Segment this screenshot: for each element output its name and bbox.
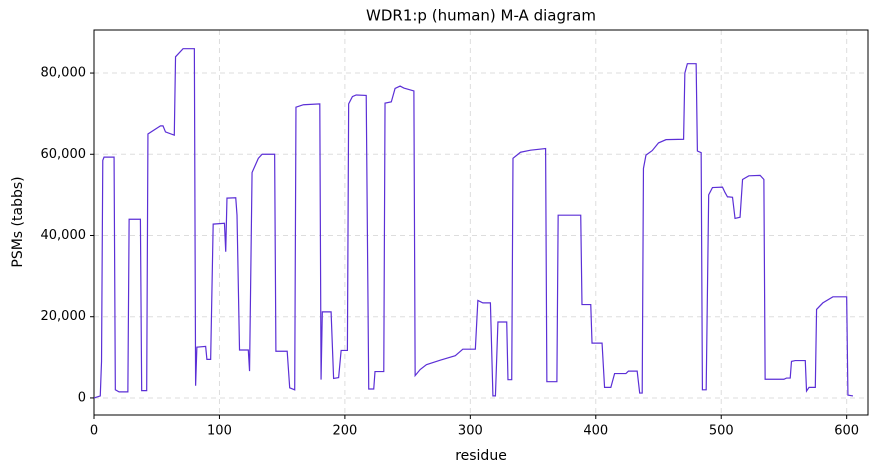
y-tick-label: 20,000 [41, 309, 87, 324]
x-axis-label: residue [455, 448, 507, 464]
x-tick-label: 0 [90, 424, 98, 439]
x-tick-label: 200 [332, 424, 357, 439]
y-tick-label: 0 [78, 390, 86, 405]
x-tick-label: 600 [834, 424, 859, 439]
y-tick-label: 80,000 [41, 66, 87, 81]
chart-title: WDR1:p (human) M-A diagram [366, 7, 596, 25]
series-line [93, 48, 854, 399]
x-tick-label: 100 [207, 424, 232, 439]
y-tick-label: 40,000 [41, 228, 87, 243]
y-axis-label: PSMs (tabbs) [10, 176, 26, 267]
x-tick-label: 500 [709, 424, 734, 439]
x-tick-label: 300 [458, 424, 483, 439]
x-tick-label: 400 [583, 424, 608, 439]
plot-frame [93, 29, 869, 416]
y-tick-label: 60,000 [41, 147, 87, 162]
